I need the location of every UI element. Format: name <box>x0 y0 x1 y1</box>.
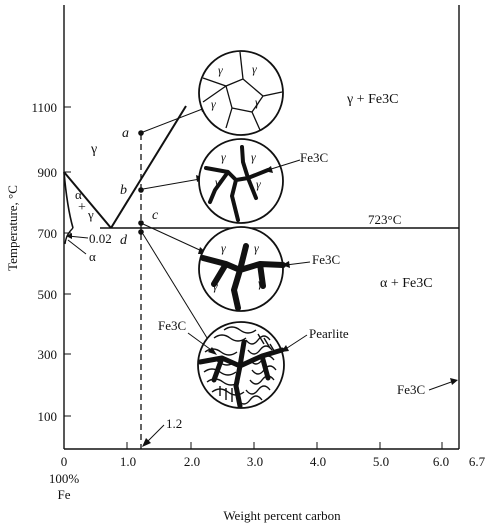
y-tick-label-1100: 1100 <box>31 100 57 115</box>
annotations: 723°C 0.02 a b c d 1.2 Fe3C <box>66 126 458 447</box>
micrograph-b-cementite-network <box>204 145 270 222</box>
fe3c-leader-b <box>267 159 301 171</box>
point-b-dot <box>138 187 144 193</box>
region-gamma: γ <box>90 142 97 157</box>
y-tick-label-500: 500 <box>38 287 58 302</box>
ferrite-solvus <box>63 171 74 229</box>
pearlite-leader-arrowhead <box>281 345 289 352</box>
composition-value-label: 1.2 <box>166 416 182 431</box>
micrograph-c: γ γ γ γ Fe3C <box>198 226 340 312</box>
x-axis-title: Weight percent carbon <box>223 508 341 523</box>
grain-symbol: γ <box>254 241 259 255</box>
fe3c-label-d: Fe3C <box>158 318 186 333</box>
x-origin-note-fe: Fe <box>58 487 71 502</box>
x-tick-label-4: 4.0 <box>310 454 326 469</box>
y-tick-label-300: 300 <box>38 347 58 362</box>
grain-symbol: γ <box>255 95 260 109</box>
fe3c-leader-b-arrowhead <box>264 166 273 173</box>
phase-boundaries <box>63 105 459 449</box>
point-c-label: c <box>152 208 159 223</box>
grain-symbol: γ <box>252 62 257 76</box>
ferrite-lower-curve <box>64 227 74 245</box>
micrograph-a-grain-boundaries <box>202 51 283 131</box>
fe3c-label-b: Fe3C <box>300 150 328 165</box>
micrograph-d: Fe3C Pearlite <box>158 318 349 409</box>
solubility-arrowhead <box>66 233 72 239</box>
x-tick-label-2: 2.0 <box>184 454 200 469</box>
x-tick-label-0: 0 <box>61 454 68 469</box>
x-origin-note-percent: 100% <box>49 471 80 486</box>
fe3c-right-arrowhead <box>450 378 458 385</box>
a3-line <box>63 171 112 229</box>
fe3c-right-label: Fe3C <box>397 382 425 397</box>
leader-a <box>142 107 206 133</box>
grain-symbol: γ <box>211 97 216 111</box>
composition-leader <box>145 424 165 444</box>
y-tick-label-700: 700 <box>38 226 58 241</box>
x-tick-label-5: 5.0 <box>373 454 389 469</box>
alpha-leader <box>67 239 87 255</box>
leader-c <box>142 223 205 253</box>
grain-symbol: γ <box>218 63 223 77</box>
micrograph-d-cementite-network <box>197 339 285 409</box>
point-d-dot <box>138 229 144 235</box>
fe3c-leader-d <box>187 332 215 353</box>
y-axis-title: Temperature, °C <box>5 185 20 271</box>
micrograph-c-cementite-network <box>200 243 286 311</box>
solubility-label: 0.02 <box>89 231 112 246</box>
region-gamma-fe3c: γ + Fe3C <box>346 92 398 107</box>
point-a-dot <box>138 130 144 136</box>
pearlite-leader <box>283 334 308 351</box>
leader-d <box>142 233 213 347</box>
grain-symbol: γ <box>251 150 256 164</box>
region-labels: γ α + γ α γ + Fe3C α + Fe3C <box>75 92 433 291</box>
point-c-dot <box>138 220 144 226</box>
x-tick-label-1: 1.0 <box>120 454 136 469</box>
x-tick-label-6-7: 6.7 <box>469 454 486 469</box>
grain-symbol: γ <box>221 241 226 255</box>
micrograph-a: γ γ γ γ <box>198 50 284 136</box>
fe3c-right-leader <box>428 380 455 391</box>
point-b-label: b <box>120 183 127 198</box>
fe3c-leader-c <box>285 261 311 266</box>
x-tick-label-6: 6.0 <box>433 454 449 469</box>
fe3c-label-c: Fe3C <box>312 252 340 267</box>
point-a-label: a <box>122 126 129 141</box>
point-d-label: d <box>120 233 128 248</box>
x-ticks: 0 1.0 2.0 3.0 4.0 5.0 6.0 6.7 100% Fe <box>49 442 486 502</box>
leader-b <box>142 178 201 190</box>
region-alpha-gamma-alpha: α <box>75 187 82 202</box>
acm-line <box>110 105 187 229</box>
grain-symbol: γ <box>221 150 226 164</box>
region-alpha-gamma-gamma: γ <box>87 207 94 222</box>
micrograph-a-circle <box>198 50 284 136</box>
grain-symbol: γ <box>256 177 261 191</box>
y-ticks: 1100 900 700 500 300 100 <box>31 100 71 424</box>
grain-symbol: γ <box>213 279 218 293</box>
grain-symbol: γ <box>215 175 220 189</box>
region-alpha-gamma-plus: + <box>78 200 86 215</box>
composition-arrowhead <box>142 438 151 447</box>
eutectoid-temp-label: 723°C <box>368 212 401 227</box>
y-tick-label-100: 100 <box>38 409 58 424</box>
fe3c-leader-d-arrowhead <box>208 347 217 355</box>
y-tick-label-900: 900 <box>38 165 58 180</box>
axes-frame <box>63 5 460 450</box>
fe3c-leader-c-arrowhead <box>282 261 290 268</box>
grain-symbol: γ <box>258 276 263 290</box>
region-alpha-fe3c: α + Fe3C <box>380 276 433 291</box>
region-alpha: α <box>89 249 96 264</box>
micrograph-b: γ γ γ γ Fe3C <box>198 138 328 224</box>
x-tick-label-3: 3.0 <box>247 454 263 469</box>
pearlite-label: Pearlite <box>309 326 349 341</box>
